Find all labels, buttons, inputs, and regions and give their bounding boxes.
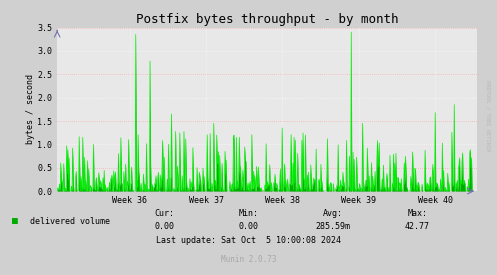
Text: Max:: Max: bbox=[408, 209, 427, 218]
Text: Munin 2.0.73: Munin 2.0.73 bbox=[221, 255, 276, 264]
Text: 0.00: 0.00 bbox=[239, 222, 258, 231]
Text: 42.77: 42.77 bbox=[405, 222, 430, 231]
Text: ■: ■ bbox=[12, 216, 18, 226]
Text: Avg:: Avg: bbox=[323, 209, 343, 218]
Text: 285.59m: 285.59m bbox=[316, 222, 350, 231]
Title: Postfix bytes throughput - by month: Postfix bytes throughput - by month bbox=[136, 13, 399, 26]
Text: delivered volume: delivered volume bbox=[30, 217, 110, 226]
Text: Cur:: Cur: bbox=[154, 209, 174, 218]
Text: Last update: Sat Oct  5 10:00:08 2024: Last update: Sat Oct 5 10:00:08 2024 bbox=[156, 236, 341, 245]
Y-axis label: bytes / second: bytes / second bbox=[25, 74, 34, 144]
Text: Min:: Min: bbox=[239, 209, 258, 218]
Text: RRDTOOL / TOBI OETIKER: RRDTOOL / TOBI OETIKER bbox=[486, 80, 491, 151]
Text: 0.00: 0.00 bbox=[154, 222, 174, 231]
